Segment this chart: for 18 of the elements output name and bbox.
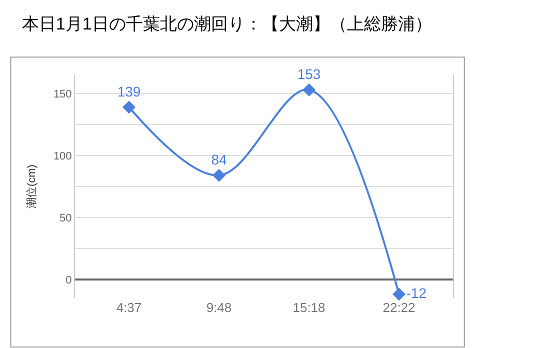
x-tick-label: 4:37 (116, 300, 142, 315)
data-label: 153 (297, 66, 321, 82)
point (212, 168, 226, 182)
y-tick-label: 0 (66, 274, 72, 286)
data-label: 84 (211, 152, 227, 168)
y-axis-title: 潮位(cm) (25, 164, 38, 208)
y-tick-label: 150 (53, 88, 72, 100)
x-tick-label: 9:48 (206, 300, 232, 315)
point (122, 100, 136, 114)
x-tick-label: 22:22 (382, 300, 416, 315)
x-tick-label: 15:18 (292, 300, 326, 315)
chart-title: 本日1月1日の千葉北の潮回り：【大潮】（上総勝浦） (22, 14, 432, 34)
data-label: -12 (406, 284, 427, 301)
data-label: 139 (117, 83, 141, 100)
y-tick-label: 50 (60, 212, 72, 224)
point (392, 288, 406, 301)
point (302, 83, 316, 96)
y-tick-label: 100 (53, 150, 72, 162)
